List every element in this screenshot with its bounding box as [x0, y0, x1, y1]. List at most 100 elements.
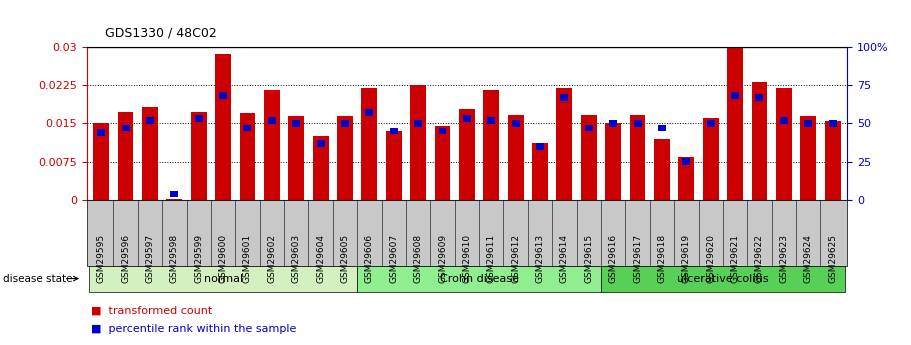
- Bar: [605, 123, 621, 200]
- Bar: [732, 92, 739, 99]
- Bar: [752, 82, 767, 200]
- Bar: [365, 109, 374, 116]
- Bar: [438, 128, 446, 134]
- Text: GSM29598: GSM29598: [169, 234, 179, 283]
- Bar: [804, 120, 813, 127]
- Text: GSM29619: GSM29619: [681, 234, 691, 283]
- Text: GSM29610: GSM29610: [463, 234, 471, 283]
- Text: GSM29597: GSM29597: [146, 234, 155, 283]
- Bar: [824, 121, 841, 200]
- Text: GSM29600: GSM29600: [219, 234, 228, 283]
- Text: GSM29612: GSM29612: [511, 234, 520, 283]
- Text: GSM29622: GSM29622: [755, 234, 764, 283]
- Text: GSM29623: GSM29623: [779, 234, 788, 283]
- Bar: [829, 120, 836, 127]
- Bar: [435, 126, 450, 200]
- Text: GSM29615: GSM29615: [584, 234, 593, 283]
- Bar: [507, 115, 524, 200]
- Bar: [243, 125, 251, 131]
- Text: GSM29621: GSM29621: [731, 234, 740, 283]
- Bar: [560, 94, 568, 100]
- Bar: [585, 125, 593, 131]
- Text: normal: normal: [203, 274, 242, 284]
- Text: GSM29618: GSM29618: [658, 234, 667, 283]
- Bar: [727, 47, 743, 200]
- Text: GSM29602: GSM29602: [267, 234, 276, 283]
- Bar: [312, 136, 329, 200]
- Bar: [702, 118, 719, 200]
- Text: GSM29603: GSM29603: [292, 234, 301, 283]
- Bar: [292, 120, 301, 127]
- Bar: [220, 92, 227, 99]
- Bar: [264, 90, 280, 200]
- Text: ulcerative colitis: ulcerative colitis: [677, 274, 769, 284]
- Bar: [679, 157, 694, 200]
- Bar: [337, 116, 353, 200]
- Bar: [512, 120, 519, 127]
- Text: GSM29616: GSM29616: [609, 234, 618, 283]
- Text: GSM29606: GSM29606: [365, 234, 374, 283]
- Bar: [390, 128, 398, 134]
- Bar: [415, 120, 422, 127]
- Bar: [195, 116, 202, 122]
- Text: GSM29599: GSM29599: [194, 234, 203, 283]
- Text: GSM29601: GSM29601: [243, 234, 252, 283]
- Text: GSM29625: GSM29625: [828, 234, 837, 283]
- Bar: [682, 158, 691, 165]
- Bar: [170, 191, 179, 197]
- Text: GSM29613: GSM29613: [536, 234, 545, 283]
- Bar: [557, 88, 572, 200]
- Text: GSM29595: GSM29595: [97, 234, 106, 283]
- Bar: [146, 117, 154, 124]
- Bar: [633, 120, 641, 127]
- Text: Crohn disease: Crohn disease: [440, 274, 518, 284]
- Bar: [532, 143, 548, 200]
- Bar: [776, 88, 792, 200]
- Bar: [215, 54, 231, 200]
- Bar: [121, 125, 129, 131]
- Bar: [536, 143, 544, 150]
- Bar: [581, 115, 597, 200]
- Text: ■  percentile rank within the sample: ■ percentile rank within the sample: [91, 324, 296, 334]
- Bar: [800, 116, 816, 200]
- Bar: [190, 112, 207, 200]
- Bar: [362, 88, 377, 200]
- Text: GSM29596: GSM29596: [121, 234, 130, 283]
- Bar: [240, 113, 255, 200]
- Text: GSM29605: GSM29605: [341, 234, 350, 283]
- Bar: [630, 115, 646, 200]
- Text: GSM29614: GSM29614: [560, 234, 568, 283]
- Text: GSM29604: GSM29604: [316, 234, 325, 283]
- Bar: [459, 109, 475, 200]
- Bar: [654, 139, 670, 200]
- Text: ■  transformed count: ■ transformed count: [91, 305, 212, 315]
- Bar: [658, 125, 666, 131]
- Bar: [707, 120, 714, 127]
- Text: GSM29608: GSM29608: [414, 234, 423, 283]
- Bar: [118, 112, 134, 200]
- Text: GSM29607: GSM29607: [389, 234, 398, 283]
- Bar: [463, 116, 471, 122]
- Bar: [142, 107, 158, 200]
- Text: disease state: disease state: [3, 274, 72, 284]
- Text: GDS1330 / 48C02: GDS1330 / 48C02: [105, 27, 217, 40]
- Bar: [484, 90, 499, 200]
- Text: GSM29617: GSM29617: [633, 234, 642, 283]
- Bar: [317, 140, 324, 147]
- Bar: [288, 116, 304, 200]
- Bar: [93, 123, 109, 200]
- Bar: [609, 120, 617, 127]
- Bar: [780, 117, 788, 124]
- Text: GSM29609: GSM29609: [438, 234, 447, 283]
- Text: GSM29624: GSM29624: [804, 234, 813, 283]
- Bar: [386, 131, 402, 200]
- Bar: [341, 120, 349, 127]
- Text: GSM29620: GSM29620: [706, 234, 715, 283]
- Text: GSM29611: GSM29611: [486, 234, 496, 283]
- Bar: [410, 85, 426, 200]
- Bar: [167, 199, 182, 200]
- Bar: [755, 94, 763, 100]
- Bar: [487, 117, 496, 124]
- Bar: [268, 117, 276, 124]
- Bar: [97, 129, 105, 136]
